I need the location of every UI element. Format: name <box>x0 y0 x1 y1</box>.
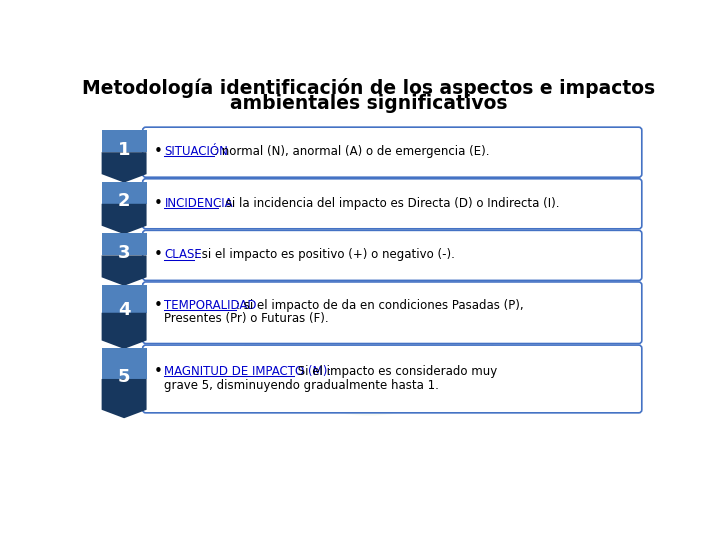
FancyBboxPatch shape <box>143 231 642 280</box>
Text: 4: 4 <box>118 301 130 320</box>
Polygon shape <box>102 152 147 183</box>
Polygon shape <box>102 130 147 152</box>
Text: •: • <box>154 364 163 379</box>
FancyBboxPatch shape <box>143 179 642 229</box>
Polygon shape <box>102 255 147 286</box>
Polygon shape <box>102 348 147 379</box>
Text: Metodología identificación de los aspectos e impactos: Metodología identificación de los aspect… <box>82 78 656 98</box>
Text: : si el impacto es positivo (+) o negativo (-).: : si el impacto es positivo (+) o negati… <box>194 248 454 261</box>
Polygon shape <box>102 233 147 255</box>
Text: ambientales significativos: ambientales significativos <box>230 94 508 113</box>
Text: •: • <box>154 144 163 159</box>
Text: Presentes (Pr) o Futuras (F).: Presentes (Pr) o Futuras (F). <box>164 313 329 326</box>
Text: 5: 5 <box>118 368 130 386</box>
FancyBboxPatch shape <box>143 345 642 413</box>
FancyBboxPatch shape <box>143 127 642 177</box>
Circle shape <box>256 161 482 384</box>
Circle shape <box>225 130 513 415</box>
Circle shape <box>287 192 451 354</box>
Text: SITUACIÓN: SITUACIÓN <box>164 145 228 158</box>
Text: : normal (N), anormal (A) o de emergencia (E).: : normal (N), anormal (A) o de emergenci… <box>214 145 490 158</box>
Text: 3: 3 <box>118 244 130 262</box>
Polygon shape <box>102 313 147 349</box>
FancyBboxPatch shape <box>143 282 642 343</box>
Text: •: • <box>154 195 163 211</box>
Polygon shape <box>102 379 147 418</box>
Text: •: • <box>154 247 163 262</box>
Text: 1: 1 <box>118 141 130 159</box>
Text: INCIDENCIA: INCIDENCIA <box>164 197 233 210</box>
Polygon shape <box>102 204 147 234</box>
Text: grave 5, disminuyendo gradualmente hasta 1.: grave 5, disminuyendo gradualmente hasta… <box>164 379 439 392</box>
Text: MAGNITUD DE IMPACTO (M):: MAGNITUD DE IMPACTO (M): <box>164 364 332 378</box>
Text: CLASE: CLASE <box>164 248 202 261</box>
Text: •: • <box>154 298 163 313</box>
Text: : si la incidencia del impacto es Directa (D) o Indirecta (I).: : si la incidencia del impacto es Direct… <box>217 197 559 210</box>
Polygon shape <box>102 182 147 204</box>
Text: 2: 2 <box>118 192 130 211</box>
Polygon shape <box>102 285 147 313</box>
Text: : si el impacto de da en condiciones Pasadas (P),: : si el impacto de da en condiciones Pas… <box>236 299 523 312</box>
Text: TEMPORALIDAD: TEMPORALIDAD <box>164 299 257 312</box>
Text: Si el impacto es considerado muy: Si el impacto es considerado muy <box>294 364 498 378</box>
